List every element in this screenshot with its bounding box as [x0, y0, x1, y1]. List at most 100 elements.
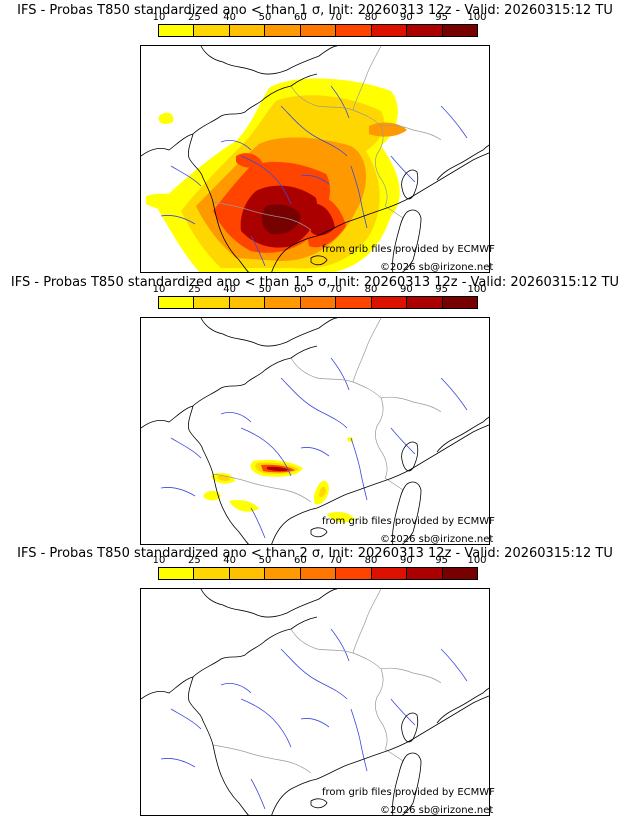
- color-scale-tick-label: 90: [399, 284, 413, 295]
- river: [250, 507, 266, 539]
- color-swatch: [371, 568, 408, 579]
- color-scale-tick-label: 25: [187, 284, 201, 295]
- coastline: [188, 133, 249, 272]
- probability-field: [146, 78, 407, 272]
- color-scale-tick-label: 70: [329, 555, 343, 566]
- coastline: [436, 144, 489, 181]
- river: [160, 215, 196, 225]
- color-swatch: [229, 25, 266, 36]
- border: [384, 205, 404, 219]
- river: [250, 235, 266, 267]
- river: [440, 105, 468, 139]
- color-swatch: [407, 25, 443, 36]
- river: [220, 140, 252, 151]
- geography: [141, 318, 489, 544]
- coastline: [392, 752, 422, 815]
- panel-1: IFS - Probas T850 standardized ano < tha…: [0, 0, 630, 276]
- data-source-credit: from grib files provided by ECMWF: [322, 787, 495, 798]
- border: [380, 396, 442, 413]
- river: [280, 105, 348, 157]
- color-swatch: [229, 568, 266, 579]
- river: [170, 437, 202, 459]
- map-canvas: [141, 318, 489, 544]
- color-scale: [158, 24, 478, 37]
- color-swatch: [371, 25, 408, 36]
- panel-2: IFS - Probas T850 standardized ano < tha…: [0, 272, 630, 548]
- river: [440, 377, 468, 411]
- border: [352, 46, 382, 111]
- color-swatch: [300, 25, 337, 36]
- copyright-credit: ©2026 sb@irizone.net: [380, 534, 494, 545]
- coastline: [392, 481, 422, 544]
- river: [240, 698, 292, 748]
- color-scale-tick-label: 100: [467, 12, 487, 23]
- color-swatch: [194, 297, 230, 308]
- color-scale: [158, 296, 478, 309]
- color-scale-tick-label: 60: [293, 12, 307, 23]
- color-scale-tick-label: 60: [293, 284, 307, 295]
- color-scale-tick-label: 40: [223, 284, 237, 295]
- color-scale-tick-label: 80: [364, 555, 378, 566]
- panel-3: IFS - Probas T850 standardized ano < tha…: [0, 543, 630, 819]
- probability-map: [140, 45, 490, 273]
- color-swatch: [159, 25, 195, 36]
- map-canvas: [141, 589, 489, 815]
- color-scale-tick-label: 80: [364, 12, 378, 23]
- color-swatch: [194, 25, 230, 36]
- color-scale-tick-label: 70: [329, 12, 343, 23]
- color-swatch: [336, 568, 372, 579]
- coastline: [392, 209, 422, 272]
- color-scale: [158, 567, 478, 580]
- river: [350, 165, 368, 229]
- border: [380, 124, 442, 141]
- border: [212, 744, 312, 774]
- copyright-credit: ©2026 sb@irizone.net: [380, 805, 494, 816]
- river: [250, 778, 266, 810]
- border: [212, 201, 312, 231]
- river: [330, 628, 350, 662]
- color-scale-tick-label: 10: [152, 12, 166, 23]
- river: [390, 155, 416, 183]
- color-swatch: [265, 297, 301, 308]
- river: [170, 708, 202, 730]
- color-scale-tick-label: 100: [467, 555, 487, 566]
- coastline: [200, 589, 338, 618]
- border: [290, 357, 388, 479]
- color-scale-tick-label: 50: [258, 555, 272, 566]
- color-swatch: [265, 25, 301, 36]
- border: [384, 748, 404, 762]
- color-swatch: [371, 297, 408, 308]
- border: [290, 628, 388, 750]
- color-swatch: [159, 568, 195, 579]
- coastline: [188, 405, 249, 544]
- color-scale-tick-label: 10: [152, 284, 166, 295]
- border: [384, 477, 404, 491]
- river: [280, 648, 348, 700]
- color-swatch: [229, 297, 266, 308]
- color-swatch: [442, 25, 477, 36]
- color-scale-tick-label: 60: [293, 555, 307, 566]
- color-scale-tick-label: 95: [435, 555, 449, 566]
- coastline: [141, 345, 318, 429]
- color-swatch: [194, 568, 230, 579]
- color-swatch: [407, 297, 443, 308]
- probability-map: [140, 588, 490, 816]
- map-title: IFS - Probas T850 standardized ano < tha…: [10, 275, 620, 290]
- color-scale-tick-label: 95: [435, 12, 449, 23]
- coastline: [401, 169, 419, 200]
- coastline: [141, 616, 318, 700]
- data-source-credit: from grib files provided by ECMWF: [322, 244, 495, 255]
- color-scale-tick-label: 50: [258, 12, 272, 23]
- coastline: [188, 676, 249, 815]
- river: [300, 447, 330, 457]
- color-swatch: [407, 568, 443, 579]
- color-swatch: [336, 297, 372, 308]
- color-swatch: [442, 297, 477, 308]
- copyright-credit: ©2026 sb@irizone.net: [380, 262, 494, 273]
- river: [220, 683, 252, 694]
- color-swatch: [442, 568, 477, 579]
- river: [330, 85, 350, 119]
- river: [160, 487, 196, 497]
- river: [350, 708, 368, 772]
- border: [352, 589, 382, 654]
